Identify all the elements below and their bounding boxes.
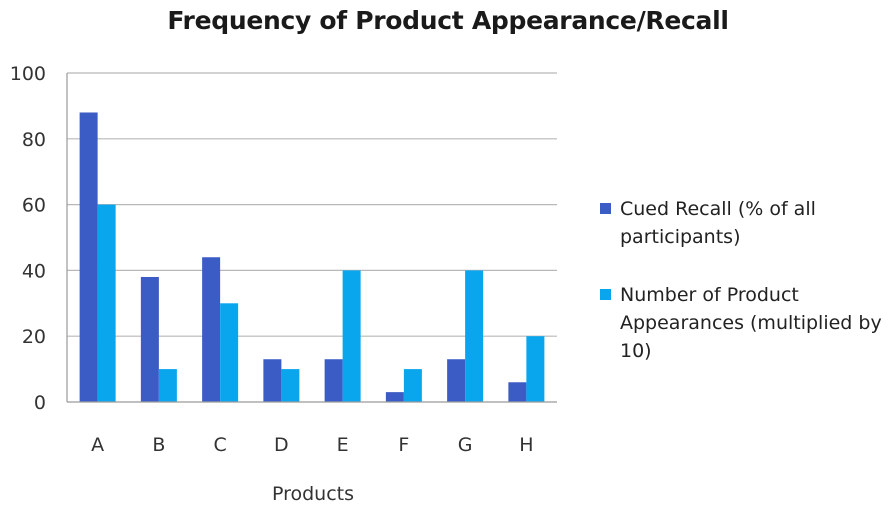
y-tick-label: 80 [22,129,46,151]
x-tick-label: E [337,434,349,456]
legend: Cued Recall (% of all participants) Numb… [600,195,892,395]
legend-item-cued-recall: Cued Recall (% of all participants) [600,195,892,251]
legend-item-product-appearances: Number of Product Appearances (multiplie… [600,281,892,365]
legend-label-product-appearances: Number of Product Appearances (multiplie… [620,284,882,362]
bar-product-appearances-F [403,369,422,402]
bar-product-appearances-C [220,303,239,402]
bar-product-appearances-G [465,270,484,402]
bar-cued-recall-H [508,382,527,402]
x-axis-label: Products [272,483,354,505]
bar-product-appearances-A [97,204,116,402]
bar-cued-recall-A [79,112,98,402]
x-tick-label: A [91,434,104,456]
gridlines [67,72,557,337]
y-tick-label: 100 [10,63,46,85]
y-tick-label: 0 [34,392,46,414]
chart-title: Frequency of Product Appearance/Recall [167,6,729,35]
x-tick-label: D [274,434,289,456]
legend-swatch-product-appearances [600,289,611,300]
axes [66,73,557,403]
x-tick-label: B [152,434,165,456]
y-tick-label: 20 [22,326,46,348]
bar-product-appearances-D [281,369,300,402]
bar-product-appearances-B [158,369,177,402]
bar-cued-recall-C [202,257,221,402]
x-tick-label: H [519,434,533,456]
bars [79,112,545,402]
bar-product-appearances-H [526,336,545,402]
legend-swatch-cued-recall [600,203,611,214]
y-tick-label: 40 [22,260,46,282]
y-tick-labels: 0 20 40 60 80 100 [10,63,46,414]
legend-label-cued-recall: Cued Recall (% of all participants) [620,198,816,248]
bar-cued-recall-G [447,359,466,402]
bar-cued-recall-B [140,276,159,402]
x-tick-label: G [458,434,473,456]
bar-cued-recall-F [385,392,404,402]
bar-cued-recall-E [324,359,343,402]
bar-product-appearances-E [342,270,361,402]
y-tick-label: 60 [22,195,46,217]
x-tick-label: C [213,434,226,456]
x-tick-labels: A B C D E F G H [91,434,533,456]
bar-cued-recall-D [263,359,282,402]
x-tick-label: F [398,434,409,456]
